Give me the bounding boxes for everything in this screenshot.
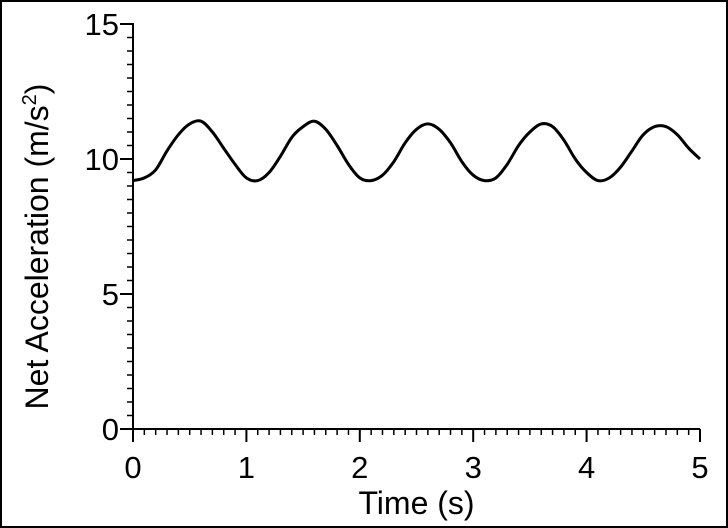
x-axis-title: Time (s) (358, 485, 474, 521)
y-axis-title-close: ) (19, 84, 55, 95)
tick-labels: 0 1 2 3 4 5 0 5 10 15 (85, 7, 709, 485)
y-tick-label: 5 (102, 277, 119, 312)
y-tick-label: 15 (85, 7, 119, 42)
y-axis-title: Net Acceleration (m/s2) (19, 84, 55, 410)
y-axis-title-superscript: 2 (19, 94, 41, 105)
x-tick-label: 2 (351, 450, 368, 485)
x-tick-label: 3 (465, 450, 482, 485)
y-axis-title-main: Net Acceleration (m/s (19, 105, 55, 409)
series-line-acceleration (132, 119, 702, 183)
axis-ticks (120, 23, 701, 442)
y-tick-label: 10 (85, 142, 119, 177)
y-tick-label: 0 (102, 412, 119, 447)
x-tick-label: 0 (124, 450, 141, 485)
x-tick-label: 1 (238, 450, 255, 485)
x-tick-label: 5 (691, 450, 708, 485)
x-tick-label: 4 (578, 450, 595, 485)
